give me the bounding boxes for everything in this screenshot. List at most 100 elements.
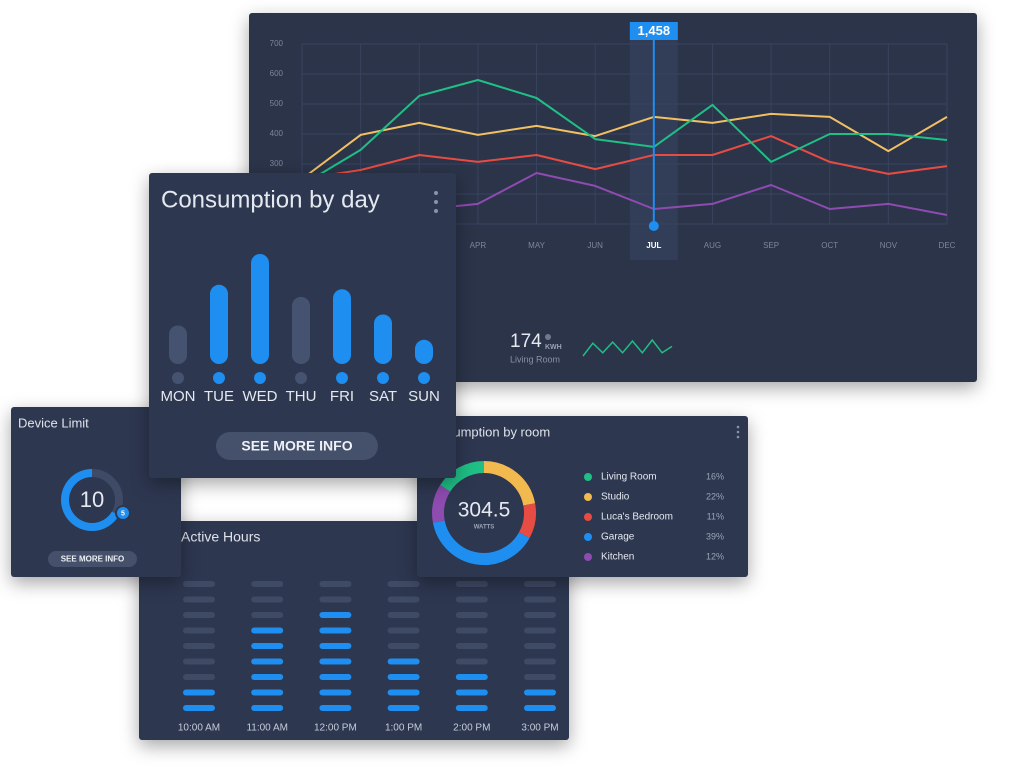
pill-active	[524, 705, 556, 711]
pill-active	[183, 705, 215, 711]
x-tick-label: SAT	[369, 388, 397, 405]
pill	[387, 643, 420, 649]
pill-active	[387, 674, 420, 680]
day-dot	[295, 372, 307, 384]
button[interactable]	[216, 432, 378, 460]
button-label[interactable]: SEE MORE INFO	[61, 555, 125, 564]
legend-label: Kitchen	[601, 552, 634, 563]
pill	[455, 581, 488, 587]
value-label: 39%	[706, 531, 724, 541]
day-chart: Consumption by day SEE MORE INFO MON TUE W…	[161, 186, 440, 460]
tooltip-label: 1,458	[638, 23, 671, 38]
legend-dot	[584, 533, 592, 541]
x-tick-label: DEC	[939, 241, 956, 250]
pill	[524, 643, 556, 649]
x-tick-label: MAY	[528, 241, 545, 250]
bar	[374, 314, 392, 364]
pie-slice	[483, 461, 536, 506]
badge-value: 5	[121, 510, 125, 517]
pill-active	[455, 705, 488, 711]
pill-active	[251, 627, 284, 634]
legend-label: Studio	[601, 492, 630, 503]
menu-dot[interactable]	[434, 209, 438, 213]
active-hours: Active Hours 10:00 AM 11:00 AM 12:00 PM 1:0…	[178, 529, 559, 734]
limit-value: 10	[80, 487, 104, 512]
pill-active	[251, 689, 284, 696]
button-label[interactable]: SEE MORE INFO	[241, 438, 352, 454]
pie-slice	[440, 461, 485, 492]
pill	[455, 658, 488, 665]
legend-dot	[584, 553, 592, 561]
pill-active	[319, 658, 352, 665]
series-line	[301, 112, 948, 180]
pill	[183, 674, 215, 680]
bar	[415, 339, 433, 364]
device-limit: Device Limit 10 5 SEE MORE INFO	[18, 415, 137, 567]
pill	[387, 581, 420, 587]
y-tick-label: 700	[270, 39, 284, 48]
pill-active	[319, 674, 352, 680]
menu-dot[interactable]	[736, 425, 740, 429]
bar	[251, 254, 269, 364]
x-tick-label: TUE	[204, 388, 234, 405]
hour-column	[319, 581, 352, 711]
pill	[387, 627, 420, 634]
total-value: 304.5	[458, 499, 511, 522]
pill-active	[319, 705, 352, 711]
x-tick-label: AUG	[704, 241, 721, 250]
pill-active	[387, 658, 420, 665]
day-dot	[336, 372, 348, 384]
pill	[455, 612, 488, 618]
x-tick-label: JUN	[587, 241, 603, 250]
x-tick-label: OCT	[821, 241, 838, 250]
bar	[210, 284, 228, 364]
pill-active	[524, 689, 556, 696]
hour-column	[524, 581, 556, 711]
pill-active	[387, 689, 420, 696]
tooltip	[629, 22, 678, 40]
value-label: 12%	[706, 551, 724, 561]
hour-column	[387, 581, 420, 711]
ring-arc	[61, 469, 119, 531]
x-tick-label: 2:00 PM	[453, 723, 490, 734]
pill	[183, 581, 215, 587]
menu-dot[interactable]	[736, 435, 740, 439]
pill	[524, 627, 556, 634]
pill	[251, 612, 284, 618]
card-title: Device Limit	[18, 415, 89, 430]
pill	[455, 596, 488, 603]
bar	[333, 289, 351, 364]
menu-dot[interactable]	[736, 430, 740, 434]
pill	[524, 612, 556, 618]
x-tick-label: MON	[161, 388, 196, 405]
total-unit: WATTS	[474, 525, 495, 531]
pie-slice	[432, 485, 451, 523]
x-tick-label: 12:00 PM	[314, 723, 357, 734]
stat-value: 174	[510, 331, 542, 352]
pill	[387, 612, 420, 618]
stat-unit: KWH	[545, 344, 562, 351]
series-line	[301, 79, 948, 186]
day-card: Consumption by day SEE MORE INFO MON TUE W…	[149, 173, 456, 478]
pie-slice	[432, 520, 530, 565]
pill	[183, 596, 215, 603]
button[interactable]	[48, 551, 137, 567]
device-limit-card: Device Limit 10 5 SEE MORE INFO	[11, 407, 181, 577]
menu-dot[interactable]	[434, 200, 438, 204]
menu-dot[interactable]	[434, 191, 438, 195]
sparkline	[582, 338, 673, 357]
pill-active	[251, 658, 284, 665]
pill	[183, 612, 215, 618]
pill-active	[251, 674, 284, 680]
pill	[524, 596, 556, 603]
pill-active	[387, 705, 420, 711]
value-label: 22%	[706, 491, 724, 501]
pie-slice	[518, 503, 536, 539]
stat-dot	[545, 334, 551, 340]
pill-active	[183, 689, 215, 696]
x-tick-label: 10:00 AM	[178, 723, 220, 734]
x-tick-label-active: JUL	[646, 241, 661, 250]
highlight-dot	[648, 221, 659, 231]
bar	[292, 296, 310, 364]
